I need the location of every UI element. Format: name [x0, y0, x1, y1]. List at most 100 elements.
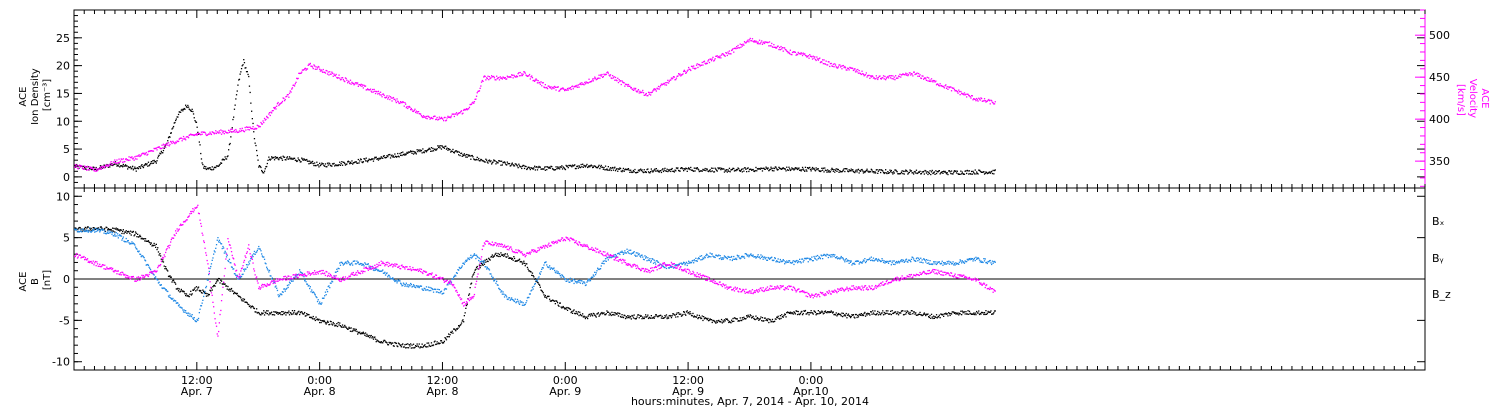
- bx-point: [319, 321, 321, 324]
- velocity-point: [420, 113, 422, 115]
- bx-point: [250, 307, 252, 309]
- density-point: [797, 168, 799, 170]
- bx-point: [775, 318, 777, 320]
- bx-point: [877, 310, 879, 313]
- bx-point: [149, 242, 151, 244]
- velocity-point: [414, 108, 416, 110]
- velocity-point: [945, 87, 948, 89]
- velocity-point: [461, 113, 463, 115]
- by-point: [498, 288, 501, 290]
- density-point: [274, 156, 276, 158]
- velocity-point: [147, 153, 149, 155]
- density-point: [554, 169, 556, 171]
- by-point: [645, 256, 647, 258]
- by-point: [233, 268, 235, 270]
- by-point: [310, 291, 312, 293]
- bx-point: [887, 313, 890, 315]
- density-point: [520, 166, 522, 168]
- density-point: [503, 161, 505, 163]
- velocity-point: [384, 97, 387, 99]
- density-point: [733, 170, 736, 172]
- by-point: [272, 280, 274, 282]
- velocity-point: [483, 75, 486, 77]
- by-point: [396, 282, 398, 284]
- bx-point: [531, 274, 533, 276]
- bx-point: [179, 291, 181, 293]
- velocity-point: [311, 65, 313, 67]
- velocity-point: [857, 68, 859, 71]
- velocity-point: [363, 84, 365, 86]
- bx-point: [345, 326, 347, 328]
- density-point: [718, 167, 721, 169]
- by-point: [96, 228, 98, 230]
- density-point: [630, 169, 632, 171]
- density-point: [256, 149, 258, 152]
- velocity-point: [895, 77, 898, 79]
- density-point: [374, 157, 377, 159]
- bx-point: [105, 226, 107, 228]
- density-point: [730, 169, 732, 171]
- bx-point: [833, 314, 835, 316]
- density-point: [313, 164, 315, 167]
- bx-point: [672, 313, 675, 315]
- velocity-point: [782, 50, 784, 52]
- density-point: [955, 172, 958, 174]
- velocity-point: [265, 118, 267, 121]
- by-point: [271, 278, 273, 280]
- density-point: [228, 143, 231, 146]
- by-point: [740, 257, 742, 259]
- bx-point: [843, 315, 845, 317]
- velocity-point: [203, 131, 205, 133]
- bx-point: [277, 313, 279, 315]
- density-point: [421, 152, 423, 154]
- velocity-point: [177, 140, 180, 142]
- velocity-point: [489, 77, 491, 80]
- density-point: [678, 170, 680, 172]
- bx-point: [406, 347, 408, 349]
- velocity-point: [300, 72, 302, 74]
- by-point: [662, 265, 664, 267]
- density-point: [665, 170, 667, 172]
- by-point: [165, 289, 167, 291]
- by-point: [471, 256, 473, 258]
- bx-point: [958, 312, 961, 314]
- bx-point: [263, 314, 266, 316]
- density-point: [854, 170, 857, 172]
- density-point: [672, 170, 674, 172]
- velocity-point: [478, 90, 480, 92]
- bx-point: [848, 315, 850, 317]
- bx-point: [101, 228, 104, 231]
- density-point: [603, 167, 605, 169]
- velocity-point: [539, 83, 541, 85]
- bx-point: [122, 230, 124, 233]
- by-point: [758, 256, 760, 258]
- by-point: [268, 269, 271, 272]
- density-point: [536, 166, 538, 168]
- density-point: [968, 170, 971, 172]
- by-point: [692, 259, 694, 262]
- velocity-point: [227, 132, 229, 134]
- bx-point: [291, 310, 294, 312]
- density-point: [94, 168, 96, 171]
- density-point: [925, 170, 927, 172]
- density-point: [824, 167, 826, 169]
- by-point: [185, 310, 187, 312]
- velocity-point: [261, 123, 263, 125]
- velocity-point: [473, 101, 476, 103]
- by-point: [773, 259, 775, 261]
- bx-point: [233, 291, 236, 293]
- bx-point: [782, 316, 784, 318]
- bx-point: [629, 317, 631, 319]
- velocity-point: [316, 67, 319, 69]
- bx-point: [616, 313, 618, 315]
- density-point: [448, 148, 450, 151]
- velocity-point: [478, 90, 481, 92]
- velocity-point: [261, 123, 263, 125]
- by-point: [748, 255, 751, 257]
- velocity-point: [429, 118, 431, 120]
- bx-point: [429, 345, 431, 347]
- velocity-point: [673, 76, 675, 78]
- bx-point: [819, 311, 821, 313]
- density-point: [848, 169, 850, 171]
- velocity-point: [862, 73, 865, 75]
